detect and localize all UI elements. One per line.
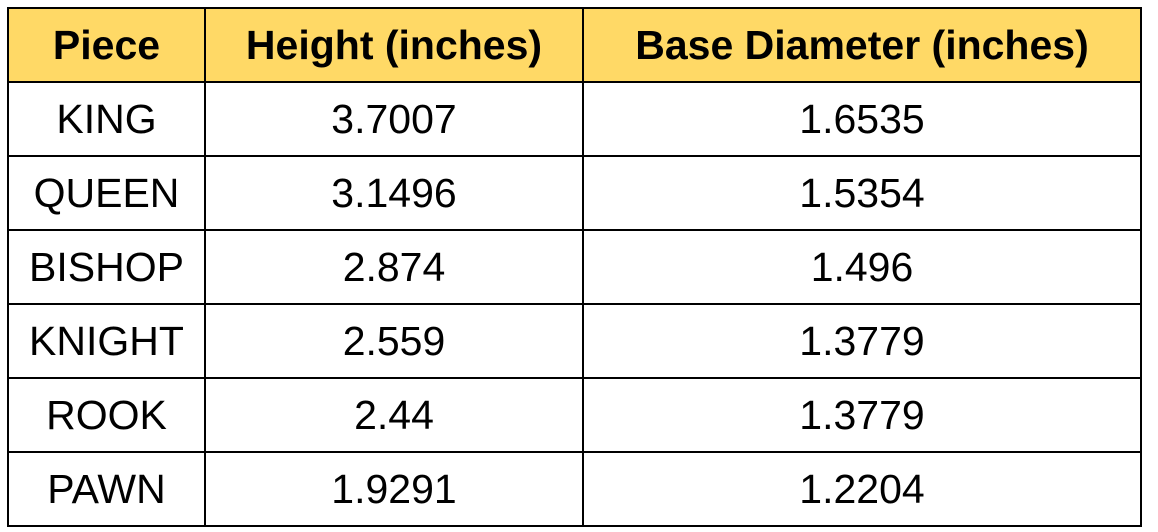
header-row: Piece Height (inches) Base Diameter (inche… [7,7,1142,83]
table-row: ROOK 2.44 1.3779 [7,377,1142,453]
table-header: Piece Height (inches) Base Diameter (inche… [7,7,1142,83]
table-cell: 1.5354 [582,155,1142,231]
table-cell: PAWN [7,451,206,527]
table-row: BISHOP 2.874 1.496 [7,229,1142,305]
table-cell: 3.7007 [204,81,584,157]
table-cell: 2.559 [204,303,584,379]
table-row: KNIGHT 2.559 1.3779 [7,303,1142,379]
table-cell: 1.3779 [582,377,1142,453]
table-row: QUEEN 3.1496 1.5354 [7,155,1142,231]
table-cell: 1.496 [582,229,1142,305]
table-cell: 1.3779 [582,303,1142,379]
table-cell: ROOK [7,377,206,453]
table-cell: 2.44 [204,377,584,453]
table-cell: QUEEN [7,155,206,231]
header-cell: Height (inches) [204,7,584,83]
table-cell: 1.9291 [204,451,584,527]
table-body: KING 3.7007 1.6535 QUEEN 3.1496 1.5354 BISHOP 2… [7,81,1142,527]
table-cell: 1.2204 [582,451,1142,527]
header-cell: Piece [7,7,206,83]
table-row: KING 3.7007 1.6535 [7,81,1142,157]
table-row: PAWN 1.9291 1.2204 [7,451,1142,527]
table-cell: 1.6535 [582,81,1142,157]
data-table: Piece Height (inches) Base Diameter (inche… [7,7,1142,527]
header-cell: Base Diameter (inches) [582,7,1142,83]
table-cell: 3.1496 [204,155,584,231]
table-cell: BISHOP [7,229,206,305]
table-cell: KING [7,81,206,157]
table-cell: 2.874 [204,229,584,305]
table-cell: KNIGHT [7,303,206,379]
